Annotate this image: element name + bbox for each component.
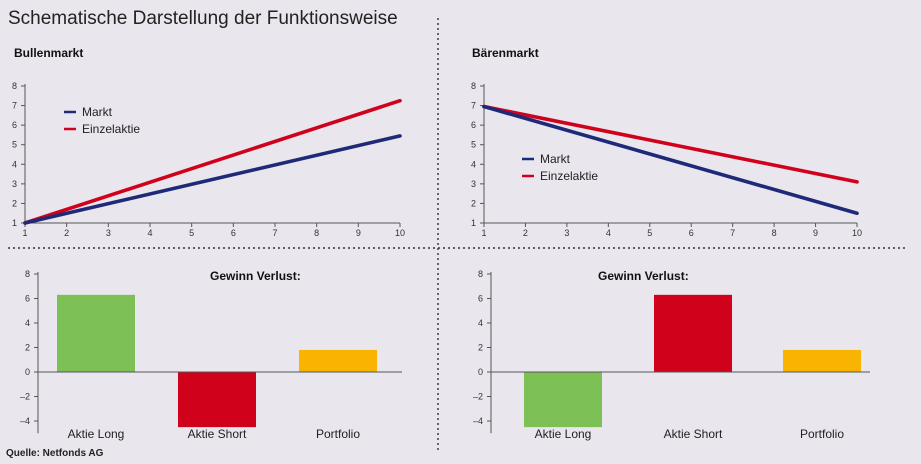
y-tick-label: 6 xyxy=(12,120,17,130)
x-tick-label: 4 xyxy=(147,228,152,238)
series-line-einzelaktie xyxy=(23,98,402,225)
x-tick-label: 8 xyxy=(314,228,319,238)
y-tick-label: 5 xyxy=(471,140,476,150)
y-tick-label: –2 xyxy=(473,392,483,402)
category-label-aktie-short: Aktie Short xyxy=(188,427,247,441)
x-tick-label: 8 xyxy=(772,228,777,238)
gewinn-verlust-bar-chart-right: Gewinn Verlust: –4 –2 0 2 4 6 8 Aktie Long Aktie … xyxy=(473,269,870,441)
bar-aktie-long xyxy=(524,372,602,428)
chart-title: Bärenmarkt xyxy=(472,46,539,60)
bar-aktie-long xyxy=(57,294,135,372)
chart-title: Bullenmarkt xyxy=(14,46,83,60)
y-tick-label: 6 xyxy=(471,120,476,130)
bar-aktie-short xyxy=(654,294,732,372)
y-tick-label: 4 xyxy=(25,318,30,328)
y-tick-label: 6 xyxy=(478,294,483,304)
y-tick-label: 2 xyxy=(471,198,476,208)
x-tick-label: 7 xyxy=(730,228,735,238)
y-tick-label: 4 xyxy=(478,318,483,328)
series-line-markt xyxy=(482,104,859,216)
category-label-aktie-long: Aktie Long xyxy=(535,427,592,441)
page-title: Schematische Darstellung der Funktionswe… xyxy=(8,8,398,29)
x-tick-label: 4 xyxy=(606,228,611,238)
y-tick-label: –2 xyxy=(20,392,30,402)
gewinn-verlust-bar-chart-left: Gewinn Verlust: –4 –2 0 2 4 6 8 Aktie Long Aktie … xyxy=(20,269,402,441)
baerenmarkt-line-chart: Bärenmarkt 1 2 3 4 5 6 7 8 1 2 3 4 5 6 7 8 9 10 Markt Einzel… xyxy=(471,46,862,238)
legend-label-markt: Markt xyxy=(540,152,571,166)
y-tick-label: 8 xyxy=(25,269,30,279)
chart-title: Gewinn Verlust: xyxy=(598,269,689,283)
x-tick-label: 5 xyxy=(647,228,652,238)
y-tick-label: 3 xyxy=(471,179,476,189)
category-label-portfolio: Portfolio xyxy=(800,427,844,441)
x-tick-label: 3 xyxy=(564,228,569,238)
y-tick-label: 7 xyxy=(12,101,17,111)
x-tick-label: 7 xyxy=(272,228,277,238)
x-tick-label: 5 xyxy=(189,228,194,238)
legend-label-einzelaktie: Einzelaktie xyxy=(540,169,598,183)
category-label-aktie-short: Aktie Short xyxy=(664,427,723,441)
y-tick-label: –4 xyxy=(473,416,483,426)
y-tick-label: 2 xyxy=(25,343,30,353)
y-tick-label: 0 xyxy=(25,367,30,377)
y-tick-label: 6 xyxy=(25,294,30,304)
y-tick-label: 1 xyxy=(471,218,476,228)
x-tick-label: 2 xyxy=(64,228,69,238)
x-tick-label: 3 xyxy=(106,228,111,238)
y-tick-label: 1 xyxy=(12,218,17,228)
bar-portfolio xyxy=(299,349,377,372)
x-tick-label: 9 xyxy=(356,228,361,238)
y-tick-label: 0 xyxy=(478,367,483,377)
y-tick-label: 7 xyxy=(471,101,476,111)
source-note: Quelle: Netfonds AG xyxy=(6,448,104,459)
x-tick-label: 6 xyxy=(231,228,236,238)
y-tick-label: 8 xyxy=(471,81,476,91)
chart-title: Gewinn Verlust: xyxy=(210,269,301,283)
y-tick-label: 3 xyxy=(12,179,17,189)
category-label-portfolio: Portfolio xyxy=(316,427,360,441)
y-tick-label: 8 xyxy=(12,81,17,91)
series-line-einzelaktie xyxy=(482,104,859,184)
y-tick-label: 2 xyxy=(12,198,17,208)
y-tick-label: 8 xyxy=(478,269,483,279)
x-tick-label: 10 xyxy=(852,228,862,238)
series-line-markt xyxy=(23,134,402,225)
category-label-aktie-long: Aktie Long xyxy=(68,427,125,441)
bullenmarkt-line-chart: Bullenmarkt 1 2 3 4 5 6 7 8 1 2 3 4 5 6 7 8 9 10 Markt Einze… xyxy=(12,46,405,238)
y-tick-label: 2 xyxy=(478,343,483,353)
bar-portfolio xyxy=(783,349,861,372)
y-tick-label: 4 xyxy=(471,159,476,169)
y-tick-label: 4 xyxy=(12,159,17,169)
x-tick-label: 1 xyxy=(481,228,486,238)
x-tick-label: 1 xyxy=(22,228,27,238)
legend-label-einzelaktie: Einzelaktie xyxy=(82,122,140,136)
y-tick-label: 5 xyxy=(12,140,17,150)
legend-label-markt: Markt xyxy=(82,105,113,119)
x-tick-label: 10 xyxy=(395,228,405,238)
bar-aktie-short xyxy=(178,372,256,428)
y-tick-label: –4 xyxy=(20,416,30,426)
x-tick-label: 6 xyxy=(689,228,694,238)
x-tick-label: 2 xyxy=(523,228,528,238)
x-tick-label: 9 xyxy=(813,228,818,238)
